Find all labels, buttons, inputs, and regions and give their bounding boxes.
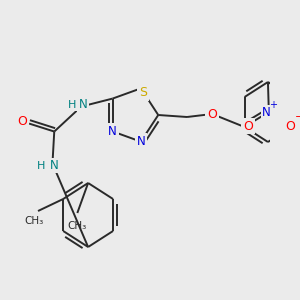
Text: CH₃: CH₃ <box>68 221 87 231</box>
Text: CH₃: CH₃ <box>24 216 43 226</box>
Text: S: S <box>139 86 147 99</box>
Text: N: N <box>79 98 87 111</box>
Text: N: N <box>108 125 117 138</box>
Text: N: N <box>262 106 271 119</box>
Text: O: O <box>286 119 296 133</box>
Text: N: N <box>136 135 145 148</box>
Text: H: H <box>37 160 45 170</box>
Text: H: H <box>68 100 76 110</box>
Text: N: N <box>50 159 58 172</box>
Text: +: + <box>269 100 277 110</box>
Text: O: O <box>207 107 217 121</box>
Text: O: O <box>243 119 253 133</box>
Text: O: O <box>17 115 27 128</box>
Text: −: − <box>295 112 300 122</box>
